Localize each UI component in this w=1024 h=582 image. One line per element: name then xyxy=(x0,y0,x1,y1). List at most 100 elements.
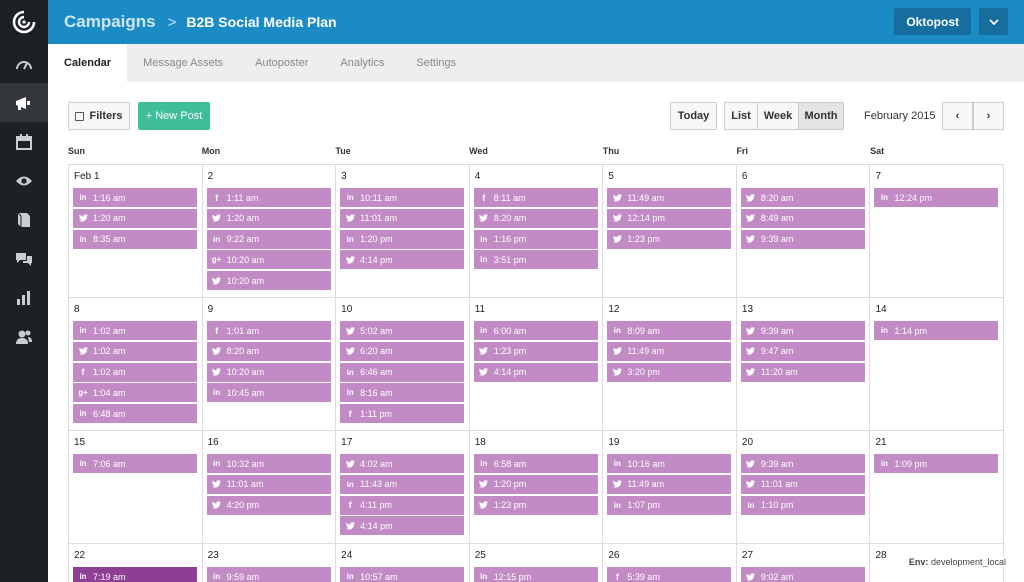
view-week-button[interactable]: Week xyxy=(757,102,799,130)
calendar-day-cell[interactable]: 10 5:02 am 6:20 am in 6:46 am in 8:16 am f 1:11 … xyxy=(336,298,470,431)
scheduled-post[interactable]: 11:01 am xyxy=(740,474,865,494)
calendar-day-cell[interactable]: 22 in 7:19 am xyxy=(69,544,203,582)
organization-button[interactable]: Oktopost xyxy=(894,8,971,35)
scheduled-post[interactable]: in 11:43 am xyxy=(340,474,465,494)
scheduled-post[interactable]: 8:49 am xyxy=(740,208,865,228)
scheduled-post[interactable]: 1:02 am xyxy=(73,341,197,361)
scheduled-post[interactable]: 1:23 pm xyxy=(607,229,732,249)
scheduled-post[interactable]: 4:20 pm xyxy=(206,495,331,515)
prev-month-button[interactable]: ‹ xyxy=(942,102,973,130)
breadcrumb-campaigns[interactable]: Campaigns xyxy=(64,12,156,31)
scheduled-post[interactable]: 3:20 pm xyxy=(607,362,732,382)
scheduled-post[interactable]: 8:20 am xyxy=(206,341,331,361)
scheduled-post[interactable]: in 1:09 pm xyxy=(874,454,999,473)
scheduled-post[interactable]: 1:23 pm xyxy=(473,341,598,361)
scheduled-post[interactable]: in 10:45 am xyxy=(206,383,331,403)
scheduled-post[interactable]: in 9:22 am xyxy=(206,229,331,249)
scheduled-post[interactable]: 9:39 am xyxy=(740,454,865,473)
scheduled-post[interactable]: 8:20 am xyxy=(473,208,598,228)
scheduled-post[interactable]: g+ 1:04 am xyxy=(73,383,197,403)
scheduled-post[interactable]: 9:39 am xyxy=(740,229,865,249)
calendar-day-cell[interactable]: 23 in 9:59 am xyxy=(203,544,337,582)
calendar-day-cell[interactable]: 17 4:02 am in 11:43 am f 4:11 pm 4:14 pm xyxy=(336,431,470,544)
scheduled-post[interactable]: in 1:20 pm xyxy=(340,229,465,249)
scheduled-post[interactable]: in 6:58 am xyxy=(473,454,598,473)
scheduled-post[interactable]: in 10:32 am xyxy=(206,454,331,473)
scheduled-post[interactable]: in 1:16 am xyxy=(73,188,197,207)
sidebar-item-monitor[interactable] xyxy=(0,161,48,200)
scheduled-post[interactable]: in 1:02 am xyxy=(73,321,197,340)
scheduled-post[interactable]: 1:20 am xyxy=(73,208,197,228)
scheduled-post[interactable]: in 10:57 am xyxy=(340,567,465,582)
scheduled-post[interactable]: in 6:46 am xyxy=(340,362,465,382)
calendar-day-cell[interactable]: 9 f 1:01 am 8:20 am 10:20 am in 10:45 am xyxy=(202,298,337,431)
scheduled-post[interactable]: 5:02 am xyxy=(340,321,465,340)
scheduled-post[interactable]: in 7:19 am xyxy=(73,567,197,582)
scheduled-post[interactable]: f 1:02 am xyxy=(73,362,197,382)
calendar-day-cell[interactable]: 20 9:39 am 11:01 am in 1:10 pm xyxy=(736,431,871,544)
scheduled-post[interactable]: in 1:16 pm xyxy=(473,229,598,249)
view-list-button[interactable]: List xyxy=(724,102,758,130)
next-month-button[interactable]: › xyxy=(973,102,1004,130)
tab-message-assets[interactable]: Message Assets xyxy=(143,57,224,69)
sidebar-item-users[interactable] xyxy=(0,317,48,356)
tab-analytics[interactable]: Analytics xyxy=(340,57,385,69)
sidebar-item-dashboard[interactable] xyxy=(0,44,48,83)
scheduled-post[interactable]: 1:20 pm xyxy=(473,474,598,494)
scheduled-post[interactable]: 4:02 am xyxy=(340,454,465,473)
scheduled-post[interactable]: in 12:15 pm xyxy=(473,567,598,582)
scheduled-post[interactable]: in 8:09 am xyxy=(607,321,732,340)
scheduled-post[interactable]: 9:02 am xyxy=(740,567,865,582)
scheduled-post[interactable]: in 6:00 am xyxy=(473,321,598,340)
today-button[interactable]: Today xyxy=(670,102,717,130)
calendar-day-cell[interactable]: 19 in 10:16 am 11:49 am in 1:07 pm xyxy=(603,431,737,544)
scheduled-post[interactable]: 11:20 am xyxy=(740,362,865,382)
scheduled-post[interactable]: 6:20 am xyxy=(340,341,465,361)
scheduled-post[interactable]: f 5:39 am xyxy=(607,567,732,582)
scheduled-post[interactable]: 1:23 pm xyxy=(473,495,598,515)
scheduled-post[interactable]: 4:14 pm xyxy=(473,362,598,382)
view-month-button[interactable]: Month xyxy=(798,102,844,130)
new-post-button[interactable]: + New Post xyxy=(138,102,210,130)
calendar-day-cell[interactable]: 27 9:02 am xyxy=(737,544,871,582)
tab-settings[interactable]: Settings xyxy=(416,57,457,69)
scheduled-post[interactable]: 9:47 am xyxy=(740,341,865,361)
calendar-day-cell[interactable]: 11 in 6:00 am 1:23 pm 4:14 pm xyxy=(469,298,604,431)
sidebar-item-calendar[interactable] xyxy=(0,122,48,161)
calendar-day-cell[interactable]: 14 in 1:14 pm xyxy=(870,298,1005,431)
calendar-day-cell[interactable]: 3 in 10:11 am 11:01 am in 1:20 pm 4:14 pm xyxy=(336,165,470,298)
calendar-day-cell[interactable]: 18 in 6:58 am 1:20 pm 1:23 pm xyxy=(469,431,604,544)
calendar-day-cell[interactable]: 21 in 1:09 pm xyxy=(870,431,1005,544)
scheduled-post[interactable]: f 4:11 pm xyxy=(340,495,465,515)
scheduled-post[interactable]: 8:20 am xyxy=(740,188,865,207)
sidebar-item-library[interactable] xyxy=(0,200,48,239)
sidebar-item-analytics[interactable] xyxy=(0,278,48,317)
calendar-day-cell[interactable]: 4 f 8:11 am 8:20 am in 1:16 pm in 3:51 pm xyxy=(469,165,604,298)
account-menu-button[interactable] xyxy=(979,8,1008,35)
scheduled-post[interactable]: f 1:01 am xyxy=(206,321,331,340)
scheduled-post[interactable]: 9:39 am xyxy=(740,321,865,340)
scheduled-post[interactable]: in 8:16 am xyxy=(340,383,465,403)
sidebar-item-campaigns[interactable] xyxy=(0,83,48,122)
scheduled-post[interactable]: 4:14 pm xyxy=(340,516,465,536)
scheduled-post[interactable]: 11:49 am xyxy=(607,188,732,207)
calendar-day-cell[interactable]: Feb 1 in 1:16 am 1:20 am in 8:35 am xyxy=(69,165,203,298)
filters-button[interactable]: Filters xyxy=(68,102,130,130)
calendar-day-cell[interactable]: 26 f 5:39 am xyxy=(603,544,737,582)
scheduled-post[interactable]: 12:14 pm xyxy=(607,208,732,228)
scheduled-post[interactable]: 11:01 am xyxy=(206,474,331,494)
calendar-day-cell[interactable]: 16 in 10:32 am 11:01 am 4:20 pm xyxy=(202,431,337,544)
calendar-day-cell[interactable]: 25 in 12:15 pm xyxy=(470,544,604,582)
scheduled-post[interactable]: in 10:11 am xyxy=(340,188,465,207)
scheduled-post[interactable]: in 9:59 am xyxy=(206,567,331,582)
scheduled-post[interactable]: in 7:06 am xyxy=(73,454,197,473)
tab-calendar[interactable]: Calendar xyxy=(48,44,128,82)
scheduled-post[interactable]: 11:49 am xyxy=(607,341,732,361)
scheduled-post[interactable]: 10:20 am xyxy=(206,362,331,382)
calendar-day-cell[interactable]: 24 in 10:57 am xyxy=(336,544,470,582)
scheduled-post[interactable]: f 1:11 pm xyxy=(340,404,465,424)
scheduled-post[interactable]: 11:01 am xyxy=(340,208,465,228)
scheduled-post[interactable]: 11:49 am xyxy=(607,474,732,494)
calendar-day-cell[interactable]: 7 in 12:24 pm xyxy=(870,165,1005,298)
calendar-day-cell[interactable]: 5 11:49 am 12:14 pm 1:23 pm xyxy=(603,165,737,298)
